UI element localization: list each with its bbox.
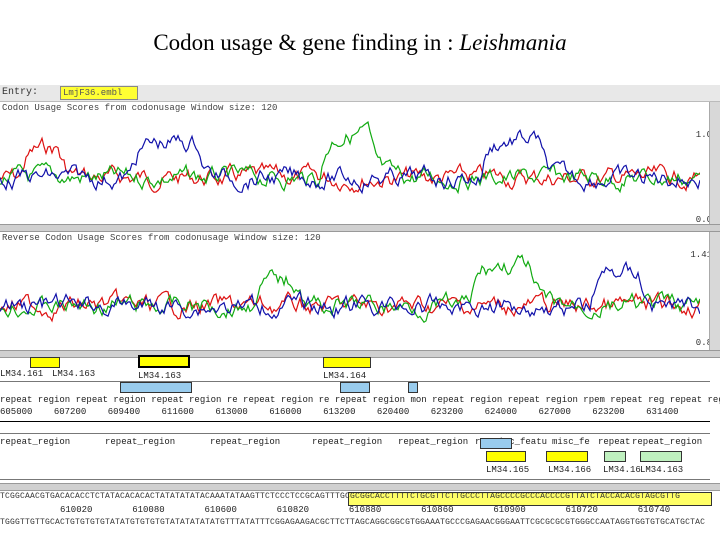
sequence-tick-label: 610080 bbox=[132, 505, 165, 515]
repeat-region-label: misc_fe bbox=[552, 437, 590, 447]
scale-tick-label: 609400 bbox=[107, 407, 141, 417]
codon-score-trace bbox=[0, 128, 700, 195]
gene-feature[interactable] bbox=[604, 451, 626, 462]
repeat-region-label: repeat_region bbox=[312, 437, 383, 447]
sequence-tick-label: 610880 bbox=[348, 505, 382, 515]
gene-label: LM34.163 bbox=[138, 371, 182, 381]
gene-label: LM34.165 bbox=[486, 465, 530, 475]
forward-plot-scrollbar[interactable] bbox=[709, 102, 720, 224]
repeat-region-row[interactable]: repeat_region repeat_region repeat_region r… bbox=[0, 437, 710, 451]
forward-sequence[interactable]: TCGGCAACGTGACACACCTCTATACACACACTATATATAT… bbox=[0, 492, 681, 501]
scale-tick-label: 613200 bbox=[323, 407, 356, 417]
sequence-tick-label: 610600 bbox=[204, 505, 237, 515]
gene-feature[interactable] bbox=[408, 382, 418, 393]
sequence-tick-label: 610020 bbox=[60, 505, 93, 515]
sequence-divider[interactable] bbox=[0, 483, 720, 491]
frame-line bbox=[0, 479, 710, 480]
scale-line bbox=[0, 421, 710, 422]
codon-score-trace bbox=[0, 120, 700, 195]
sequence-tick-label: 610720 bbox=[565, 505, 598, 515]
repeat-region-label: repeat_region bbox=[210, 437, 281, 447]
sequence-tick-label: 610860 bbox=[421, 505, 454, 515]
reverse-codon-plot[interactable]: Reverse Codon Usage Scores from codonusa… bbox=[0, 232, 720, 350]
repeat-region-label: misc_featu bbox=[493, 437, 548, 447]
gene-label: LM34.163 bbox=[52, 369, 96, 379]
frame-line bbox=[0, 381, 710, 382]
reverse-plot-min: 0.8 bbox=[695, 338, 712, 348]
scale-tick-label: 613000 bbox=[215, 407, 248, 417]
entry-selector[interactable]: LmjF36.embl bbox=[60, 86, 138, 100]
scale-tick-label: 627000 bbox=[538, 407, 571, 417]
codon-score-trace bbox=[0, 254, 700, 324]
repeat-region-label: repeat bbox=[598, 437, 631, 447]
scale-tick-label: 607200 bbox=[53, 407, 87, 417]
sequence-scale: 610020 610080 610600 610820 610880 610860 6109… bbox=[0, 505, 710, 519]
slide-title-main: Codon usage & gene finding in : bbox=[153, 30, 460, 55]
gene-feature[interactable] bbox=[323, 357, 371, 368]
gene-label: LM34.16 bbox=[603, 465, 641, 475]
reverse-plot-graph bbox=[0, 254, 700, 324]
slide-title: Codon usage & gene finding in : Leishman… bbox=[0, 30, 720, 56]
gene-label: LM34.163 bbox=[640, 465, 684, 475]
selected-sequence[interactable] bbox=[348, 492, 712, 506]
scale-tick-label: 623200 bbox=[592, 407, 625, 417]
gene-feature[interactable] bbox=[480, 438, 512, 449]
repeat-region-label: repeat_region bbox=[398, 437, 469, 447]
repeat-region-label: repeat_region bbox=[105, 437, 176, 447]
scale-tick-label: 623200 bbox=[430, 407, 464, 417]
gene-feature[interactable] bbox=[30, 357, 60, 368]
forward-plot-max: 1.0 bbox=[695, 130, 712, 140]
gene-feature[interactable] bbox=[486, 451, 526, 462]
forward-plot-min: 0.0 bbox=[695, 215, 712, 225]
gene-feature[interactable] bbox=[340, 382, 370, 393]
scale-tick-label: 620400 bbox=[376, 407, 410, 417]
gene-feature[interactable] bbox=[546, 451, 588, 462]
gene-label: LM34.161 bbox=[0, 369, 44, 379]
scale-tick-label: 605000 bbox=[0, 407, 33, 417]
sequence-tick-label: 610820 bbox=[276, 505, 310, 515]
forward-plot-title: Codon Usage Scores from codonusage Windo… bbox=[2, 103, 278, 113]
entry-toolbar: Entry: LmjF36.embl bbox=[0, 85, 720, 102]
coordinate-scale: 605000 607200 609400 611600 613000 616000 6132… bbox=[0, 407, 710, 421]
frame-line bbox=[0, 433, 710, 434]
sequence-tick-label: 610740 bbox=[637, 505, 671, 515]
repeat-region-label: repeat_region bbox=[0, 437, 71, 447]
artemis-window: Entry: LmjF36.embl Codon Usage Scores fr… bbox=[0, 85, 720, 540]
reverse-plot-title: Reverse Codon Usage Scores from codonusa… bbox=[2, 233, 321, 243]
gene-feature-selected[interactable] bbox=[138, 355, 190, 368]
codon-score-trace bbox=[0, 260, 700, 320]
slide-title-italic: Leishmania bbox=[459, 30, 567, 55]
sequence-tick-label: 610900 bbox=[493, 505, 526, 515]
entry-label: Entry: bbox=[2, 87, 39, 98]
gene-label: LM34.164 bbox=[323, 371, 367, 381]
repeat-region-label: repeat_region bbox=[632, 437, 703, 447]
gene-label: LM34.166 bbox=[548, 465, 592, 475]
repeat-region-track[interactable]: repeat region repeat region repeat regio… bbox=[0, 395, 720, 405]
scale-tick-label: 624000 bbox=[484, 407, 518, 417]
plot-divider[interactable] bbox=[0, 224, 720, 232]
reverse-plot-max: 1.41 bbox=[690, 250, 712, 260]
codon-score-trace bbox=[0, 136, 700, 194]
forward-codon-plot[interactable]: Codon Usage Scores from codonusage Windo… bbox=[0, 102, 720, 225]
reverse-plot-scrollbar[interactable] bbox=[709, 232, 720, 350]
scale-tick-label: 611600 bbox=[161, 407, 194, 417]
scale-tick-label: 616000 bbox=[269, 407, 302, 417]
reverse-sequence[interactable]: TGGGTTGTTGCACTGTGTGTGTATATGTGTGTGTATATAT… bbox=[0, 518, 706, 527]
forward-plot-graph bbox=[0, 120, 700, 195]
gene-feature[interactable] bbox=[640, 451, 682, 462]
gene-feature[interactable] bbox=[120, 382, 192, 393]
codon-score-trace bbox=[0, 287, 700, 323]
scale-tick-label: 631400 bbox=[646, 407, 679, 417]
